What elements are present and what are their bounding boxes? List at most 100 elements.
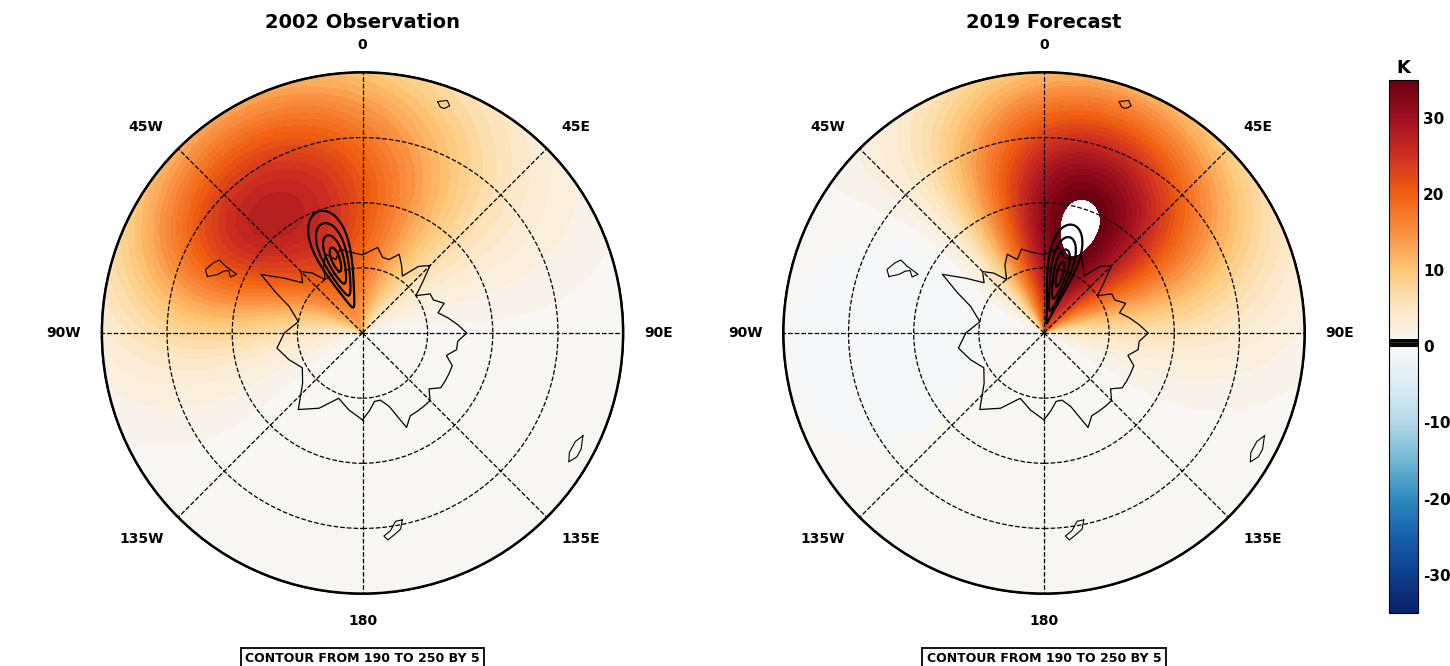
Point [351, 328, 374, 338]
Point [1032, 328, 1056, 338]
Point [1032, 328, 1056, 338]
Point [1032, 328, 1056, 338]
Text: 135W: 135W [800, 532, 845, 546]
Text: 45E: 45E [1243, 120, 1272, 134]
Point [351, 328, 374, 338]
Point [1032, 328, 1056, 338]
Point [351, 328, 374, 338]
Point [1032, 328, 1056, 338]
Point [1032, 328, 1056, 338]
Point [1032, 328, 1056, 338]
Point [351, 328, 374, 338]
Point [1032, 328, 1056, 338]
Point [351, 328, 374, 338]
Point [1032, 328, 1056, 338]
Text: 180: 180 [1030, 615, 1058, 629]
Text: 90W: 90W [728, 326, 763, 340]
Point [351, 328, 374, 338]
Point [1032, 328, 1056, 338]
Point [1032, 328, 1056, 338]
Point [1032, 328, 1056, 338]
Point [351, 328, 374, 338]
Point [1032, 328, 1056, 338]
Point [1032, 328, 1056, 338]
Point [351, 328, 374, 338]
Point [1032, 328, 1056, 338]
Point [351, 328, 374, 338]
Title: K: K [1396, 59, 1411, 77]
Point [351, 328, 374, 338]
Point [1032, 328, 1056, 338]
Point [1032, 328, 1056, 338]
Point [351, 328, 374, 338]
Point [351, 328, 374, 338]
Circle shape [102, 73, 624, 593]
Point [351, 328, 374, 338]
Point [351, 328, 374, 338]
Point [351, 328, 374, 338]
Point [1032, 328, 1056, 338]
Point [1032, 328, 1056, 338]
Point [351, 328, 374, 338]
Point [351, 328, 374, 338]
Text: 135E: 135E [561, 532, 600, 546]
Point [1032, 328, 1056, 338]
Point [351, 328, 374, 338]
Point [1032, 328, 1056, 338]
Point [1032, 328, 1056, 338]
Point [1032, 328, 1056, 338]
Point [1032, 328, 1056, 338]
Point [351, 328, 374, 338]
Point [351, 328, 374, 338]
Point [351, 328, 374, 338]
Point [1032, 328, 1056, 338]
Point [351, 328, 374, 338]
Point [1032, 328, 1056, 338]
Point [351, 328, 374, 338]
Point [351, 328, 374, 338]
Point [351, 328, 374, 338]
Point [1032, 328, 1056, 338]
Text: 0: 0 [358, 37, 367, 51]
Point [1032, 328, 1056, 338]
Point [1032, 328, 1056, 338]
Point [351, 328, 374, 338]
Text: 135E: 135E [1243, 532, 1282, 546]
Point [1032, 328, 1056, 338]
Point [1032, 328, 1056, 338]
Text: 90E: 90E [1325, 326, 1354, 340]
Point [351, 328, 374, 338]
Point [351, 328, 374, 338]
Point [351, 328, 374, 338]
Point [1032, 328, 1056, 338]
Point [1032, 328, 1056, 338]
Text: 90W: 90W [46, 326, 81, 340]
Point [351, 328, 374, 338]
Point [1032, 328, 1056, 338]
Point [1032, 328, 1056, 338]
Point [351, 328, 374, 338]
Point [1032, 328, 1056, 338]
Point [1032, 328, 1056, 338]
Point [1032, 328, 1056, 338]
Point [1032, 328, 1056, 338]
Point [351, 328, 374, 338]
Point [1032, 328, 1056, 338]
Point [1032, 328, 1056, 338]
Point [351, 328, 374, 338]
Point [351, 328, 374, 338]
Point [351, 328, 374, 338]
Point [1032, 328, 1056, 338]
Point [351, 328, 374, 338]
Point [1032, 328, 1056, 338]
Point [351, 328, 374, 338]
Point [1032, 328, 1056, 338]
Point [1032, 328, 1056, 338]
Text: 0: 0 [1040, 37, 1048, 51]
Point [1032, 328, 1056, 338]
Point [1032, 328, 1056, 338]
Text: 45E: 45E [561, 120, 590, 134]
Point [351, 328, 374, 338]
Point [1032, 328, 1056, 338]
Point [351, 328, 374, 338]
